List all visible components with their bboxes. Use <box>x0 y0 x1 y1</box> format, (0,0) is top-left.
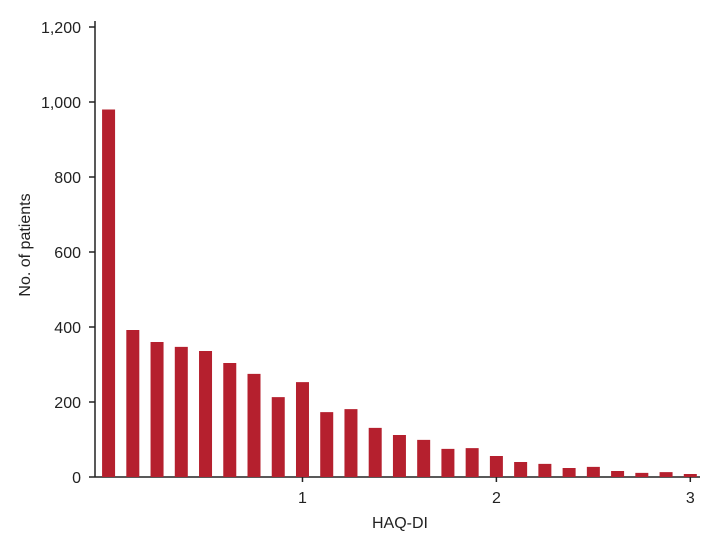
bar <box>126 330 140 477</box>
bar <box>247 373 261 477</box>
bar <box>174 346 188 477</box>
bar <box>102 109 116 477</box>
bar <box>320 412 334 477</box>
bar <box>611 471 625 477</box>
bar <box>441 448 455 477</box>
x-tick-label: 3 <box>686 490 695 507</box>
bar <box>223 363 237 477</box>
bar <box>295 382 309 477</box>
bar <box>562 468 576 477</box>
x-axis-label: HAQ-DI <box>372 515 428 532</box>
y-tick-label: 600 <box>54 245 81 262</box>
bar <box>538 463 552 477</box>
bar <box>150 342 164 477</box>
bar <box>392 435 406 477</box>
bar <box>465 448 479 477</box>
bar <box>199 351 213 477</box>
y-tick-label: 800 <box>54 170 81 187</box>
bar <box>514 462 528 477</box>
bar <box>683 474 697 477</box>
bar <box>659 472 673 477</box>
y-tick-label: 1,000 <box>41 95 81 112</box>
bar <box>368 427 382 477</box>
y-tick-label: 400 <box>54 320 81 337</box>
bar <box>635 472 649 477</box>
bar <box>271 397 285 477</box>
bar <box>586 466 600 477</box>
x-tick-label: 2 <box>492 490 501 507</box>
x-tick-label: 1 <box>298 490 307 507</box>
bar <box>489 456 503 477</box>
y-axis-label: No. of patients <box>17 193 34 296</box>
y-tick-label: 1,200 <box>41 20 81 37</box>
y-tick-label: 200 <box>54 395 81 412</box>
bar <box>344 409 358 477</box>
y-tick-label: 0 <box>72 470 81 487</box>
bar <box>417 439 431 477</box>
